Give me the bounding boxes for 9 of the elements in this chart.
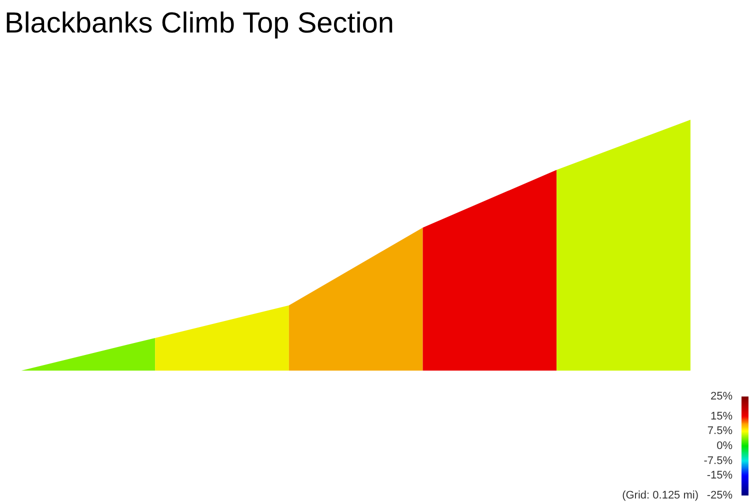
color-bar-label: 15%: [710, 410, 733, 422]
chart-title: Blackbanks Climb Top Section: [4, 8, 394, 40]
color-bar-label: -7.5%: [704, 454, 733, 467]
color-bar-label: 7.5%: [707, 425, 733, 438]
color-bar-label: -15%: [706, 470, 733, 482]
color-bar-label: -25%: [706, 490, 733, 502]
color-bar-label: 0%: [716, 440, 733, 452]
text: (Grid: 0.125 mi): [622, 490, 699, 502]
color-bar-label: 25%: [710, 390, 733, 402]
